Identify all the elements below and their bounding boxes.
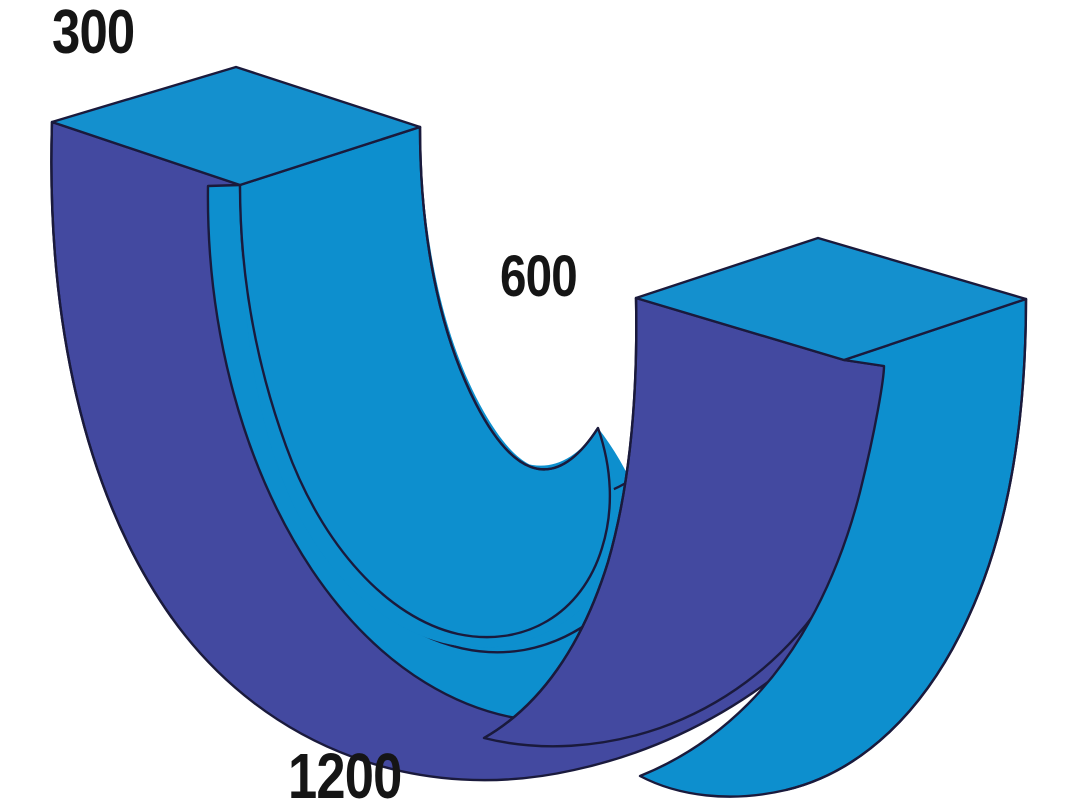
- dimension-label-600: 600: [500, 244, 578, 309]
- left-outer-edge: [50, 121, 173, 619]
- left-top-right-edge: [418, 126, 600, 471]
- right-top-left-edge: [483, 297, 638, 740]
- dimension-label-1200: 1200: [288, 740, 402, 812]
- dimension-label-300: 300: [52, 0, 135, 67]
- right-outer-edge: [785, 298, 1028, 792]
